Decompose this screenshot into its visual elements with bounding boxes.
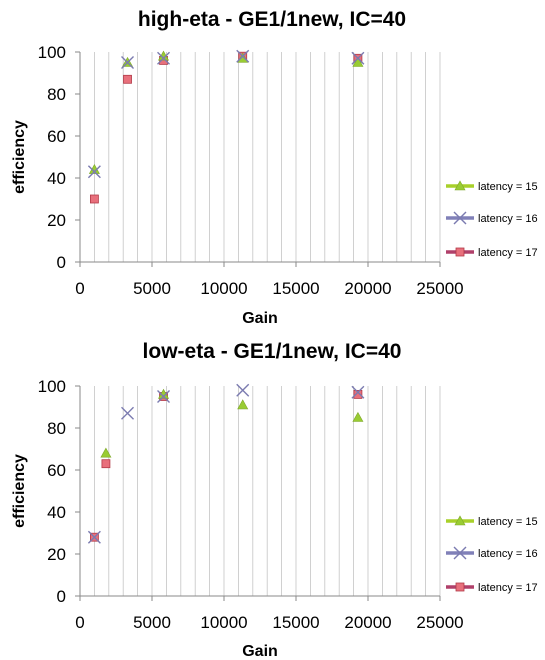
x-tick-label: 25000 — [416, 613, 463, 632]
y-tick-label: 100 — [38, 43, 66, 62]
series-2-point-5 — [351, 385, 365, 399]
x-tick-label: 15000 — [272, 613, 319, 632]
chart-1: high-eta - GE1/1new, IC=40 0 20 40 60 80 100 0 5… — [11, 8, 538, 327]
x-axis-label: Gain — [242, 643, 278, 660]
y-tick-label: 60 — [47, 461, 66, 480]
y-tick-label: 0 — [57, 587, 66, 606]
legend-label-3: latency = 17 — [478, 582, 538, 594]
series-2-point-3 — [157, 390, 171, 403]
legend-marker-2 — [446, 211, 474, 225]
series-2-point-1 — [87, 165, 101, 179]
legend-label-2: latency = 16 — [478, 213, 538, 225]
series-1-point-1 — [100, 447, 112, 458]
y-tick-label: 20 — [47, 545, 66, 564]
legend-marker-1-marker — [454, 515, 466, 526]
x-tick-label: 10000 — [200, 279, 247, 298]
series-2-point-1 — [87, 530, 101, 544]
legend-marker-2-marker — [453, 546, 467, 560]
legend-label-1: latency = 15 — [478, 516, 538, 528]
series-2-point-3 — [157, 51, 171, 65]
gridlines — [79, 52, 441, 262]
y-tick-label: 80 — [47, 85, 66, 104]
series-3-point-2 — [123, 74, 132, 84]
x-tick-label: 0 — [75, 613, 84, 632]
legend-label-2: latency = 16 — [478, 548, 538, 560]
x-tick-label: 15000 — [272, 279, 319, 298]
series-1-point-4 — [352, 411, 364, 422]
legend-label-3: latency = 17 — [478, 247, 538, 259]
y-tick-label: 40 — [47, 169, 66, 188]
series-1-point-5 — [352, 56, 364, 67]
x-tick-label: 5000 — [133, 279, 171, 298]
legend-label-1: latency = 15 — [478, 181, 538, 193]
x-tick-label: 20000 — [344, 279, 391, 298]
y-axis-label: efficiency — [11, 454, 28, 528]
chart-title: low-eta - GE1/1new, IC=40 — [143, 340, 402, 363]
x-tick-label: 25000 — [416, 279, 463, 298]
y-tick-label: 40 — [47, 503, 66, 522]
series-2-point-2 — [121, 56, 135, 69]
chart-title: high-eta - GE1/1new, IC=40 — [138, 8, 406, 31]
legend-marker-1-marker — [454, 180, 466, 191]
series-3-point-2 — [101, 459, 111, 469]
legend-marker-3-marker — [455, 582, 465, 592]
chart-2: low-eta - GE1/1new, IC=40 0 20 40 60 80 100 0 50… — [11, 340, 538, 660]
legend-marker-3 — [446, 247, 474, 257]
legend-marker-3-marker — [455, 247, 465, 257]
x-tick-label: 20000 — [344, 613, 391, 632]
legend-marker-2 — [446, 546, 474, 560]
series-2-point-4 — [236, 383, 250, 397]
legend-marker-1 — [446, 515, 474, 526]
series-2-point-2 — [121, 406, 135, 420]
y-tick-label: 0 — [57, 253, 66, 272]
x-tick-label: 0 — [75, 279, 84, 298]
legend: latency = 15 latency = 16 latency = 17 — [446, 515, 538, 594]
series-2-point-5 — [351, 51, 365, 65]
series-3-point-1 — [90, 194, 99, 204]
legend-marker-3 — [446, 582, 474, 592]
y-tick-label: 100 — [38, 377, 66, 396]
legend-marker-2-marker — [453, 211, 467, 225]
x-tick-label: 10000 — [200, 613, 247, 632]
legend: latency = 15 latency = 16 latency = 17 — [446, 180, 538, 259]
y-axis-label: efficiency — [11, 120, 28, 194]
series-2-point-4 — [236, 49, 250, 63]
legend-marker-1 — [446, 180, 474, 191]
series-3-point-4 — [353, 389, 363, 399]
x-tick-label: 5000 — [133, 613, 171, 632]
y-tick-label: 20 — [47, 211, 66, 230]
gridlines — [79, 386, 441, 596]
y-tick-label: 80 — [47, 419, 66, 438]
y-tick-label: 60 — [47, 127, 66, 146]
series-1-point-3 — [237, 399, 249, 410]
x-axis-label: Gain — [242, 310, 278, 327]
